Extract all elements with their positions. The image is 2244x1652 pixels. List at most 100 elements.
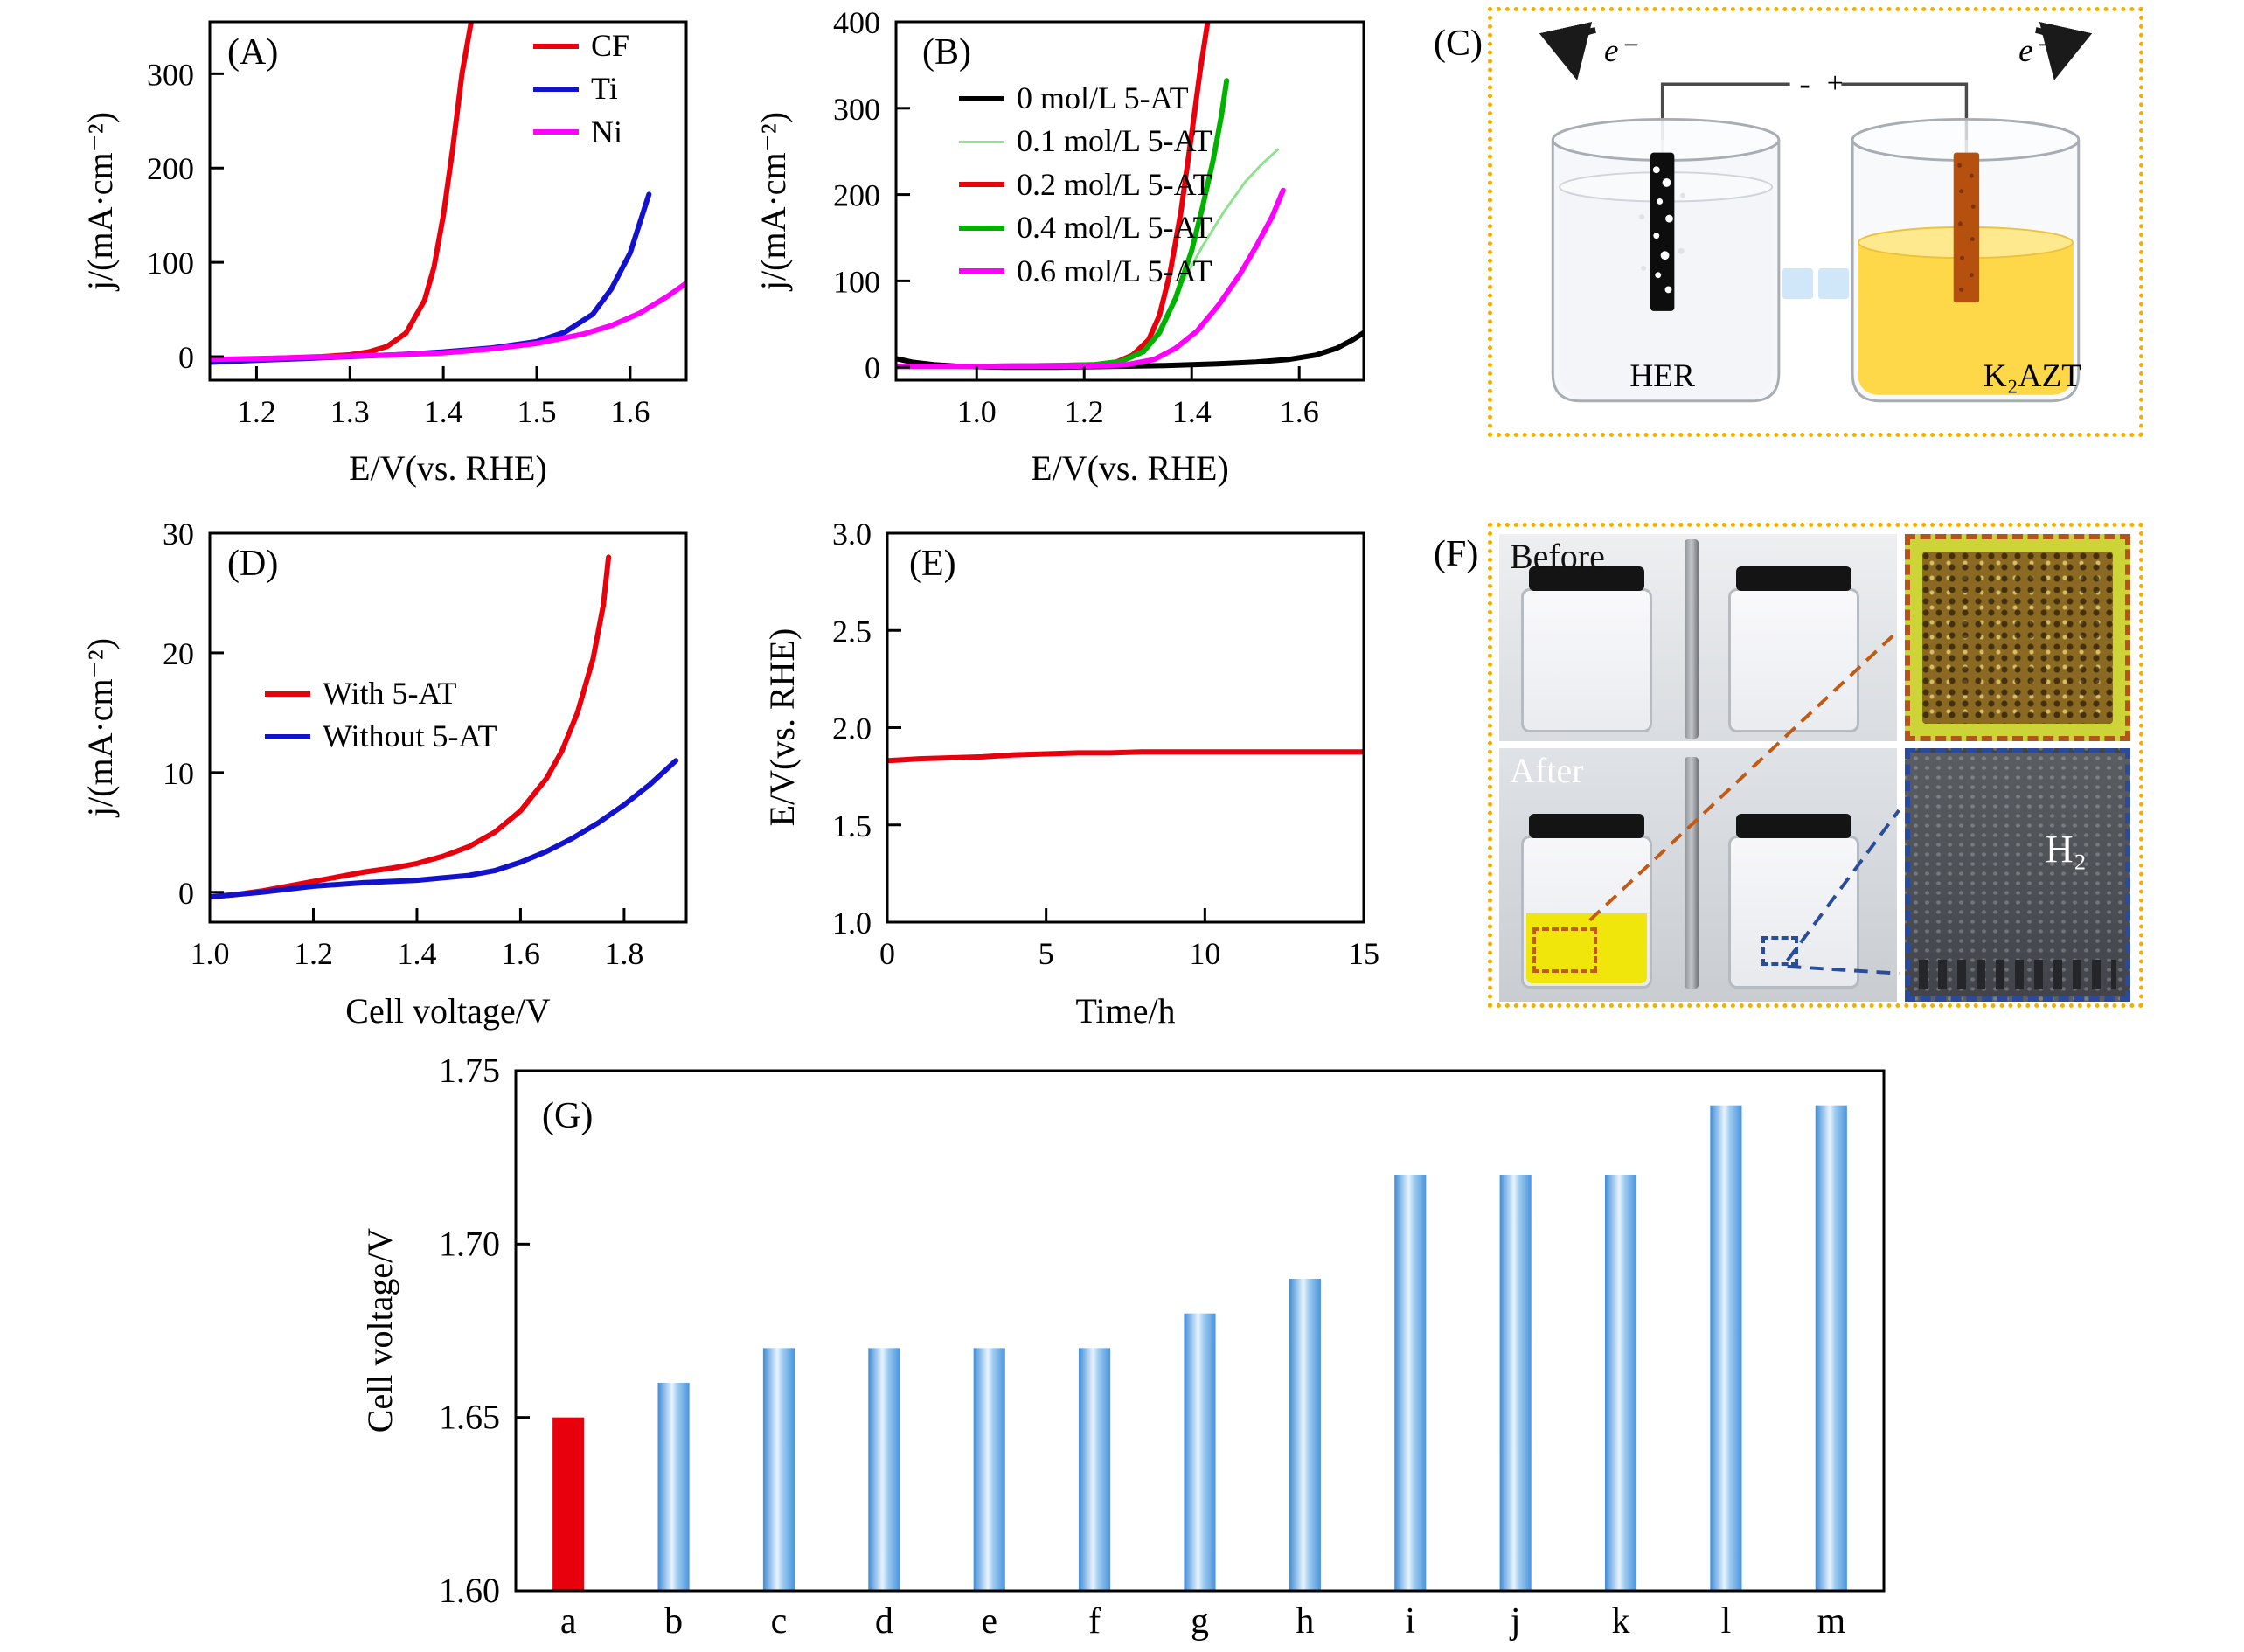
legend-item: 0.4 mol/L 5-AT: [959, 210, 1212, 246]
panel-e-ylabel: E/V(vs. RHE): [762, 628, 802, 827]
foam-texture: [1922, 552, 2113, 724]
battery-minus: -: [1799, 66, 1810, 102]
panel-c-box: - + e⁻ e⁻: [1488, 7, 2143, 437]
panel-d-xlabel: Cell voltage/V: [345, 991, 551, 1031]
y-tick-label: 300: [147, 57, 194, 92]
h2-label: H₂: [2045, 828, 2087, 871]
bar-f: [1079, 1348, 1111, 1591]
legend-label: Ti: [591, 71, 618, 107]
panel-b-xlabel: E/V(vs. RHE): [1031, 448, 1229, 488]
foam-inset: [1905, 534, 2130, 741]
clamp-stand: [1685, 539, 1699, 739]
k2azt-electrode: [1953, 152, 1980, 303]
bar-b: [657, 1383, 690, 1591]
panel-a: 1.2 1.3 1.4 1.5 1.6 0 100 200 300 (A) j/(mA·cm⁻²…: [48, 0, 721, 507]
before-label: Before: [1510, 537, 1605, 576]
x-tick-label: 1.0: [957, 394, 997, 429]
x-tick-label: 1.6: [1280, 394, 1319, 429]
legend-item: With 5-AT: [265, 676, 497, 711]
panel-e-chart: 0 5 10 15 1.0 1.5 2.0 2.5 3.0: [832, 517, 1379, 971]
bridge-segment: [1817, 267, 1850, 300]
legend-label: 0 mol/L 5-AT: [1017, 80, 1189, 115]
jar-cap: [1736, 566, 1851, 591]
legend-swatch: [265, 691, 310, 697]
y-tick-label: 20: [163, 636, 194, 671]
her-cell: HER: [1551, 117, 1781, 403]
panel-g-label: (G): [542, 1096, 594, 1136]
legend-label: CF: [591, 28, 630, 63]
legend-swatch: [959, 182, 1004, 188]
category-label: i: [1405, 1601, 1415, 1642]
x-tick-label: 1.6: [610, 394, 650, 429]
electron-label-left: e⁻: [1604, 33, 1639, 69]
series-line-4: [896, 187, 1286, 370]
panel-b-chart: 1.0 1.2 1.4 1.6 0 100 200 300 400: [833, 5, 1365, 429]
legend-swatch: [959, 140, 1004, 143]
x-tick-label: 0: [879, 936, 895, 971]
electron-arrow-left-icon: [1539, 22, 1596, 80]
jar: [1728, 566, 1859, 732]
category-label: k: [1612, 1601, 1630, 1642]
category-label: m: [1817, 1601, 1845, 1642]
battery-plus: +: [1827, 67, 1844, 100]
panel-f: (F) Before After: [1434, 523, 2146, 1012]
legend-swatch: [533, 87, 579, 93]
axes-frame: [208, 20, 688, 382]
category-label: f: [1088, 1601, 1101, 1642]
series-line-2: [210, 280, 686, 363]
y-tick-label: 2.0: [832, 711, 872, 746]
bar-e: [973, 1348, 1005, 1591]
panel-d-chart: 1.0 1.2 1.4 1.6 1.8 0 10 20 30: [163, 517, 688, 971]
panel-g: a b c d e f g h i j k l m 1.60 1.65 1.70 1.75 (G) Cell v…: [323, 1045, 1984, 1652]
y-tick-label: 200: [833, 178, 880, 213]
x-tick-label: 1.2: [1065, 394, 1104, 429]
legend-label: 0.4 mol/L 5-AT: [1017, 210, 1212, 246]
electron-arrow-right-icon: [2035, 22, 2093, 80]
electrode-teeth: [1919, 960, 2116, 989]
jar-cap: [1529, 566, 1644, 591]
legend-item: 0.6 mol/L 5-AT: [959, 253, 1212, 289]
panel-c-label: (C): [1434, 24, 1483, 64]
jar-cap: [1736, 814, 1851, 838]
y-tick-label: 3.0: [832, 517, 872, 552]
bar-i: [1394, 1175, 1427, 1591]
panel-d-ylabel: j/(mA·cm⁻²): [80, 637, 120, 817]
panel-b-ylabel: j/(mA·cm⁻²): [754, 111, 793, 291]
legend-label: 0.2 mol/L 5-AT: [1017, 166, 1212, 202]
y-tick-label: 1.65: [439, 1398, 500, 1437]
legend-item: Without 5-AT: [265, 718, 497, 754]
oxidation-cell: K₂AZT: [1851, 117, 2081, 403]
x-tick-label: 1.5: [518, 394, 557, 429]
panel-a-xlabel: E/V(vs. RHE): [349, 448, 547, 488]
her-label: HER: [1629, 358, 1695, 394]
clamp-stand: [1685, 757, 1699, 989]
foam-highlight: [1532, 927, 1597, 973]
electrode-texture: [1957, 163, 1976, 292]
y-tick-label: 100: [833, 264, 880, 299]
legend-swatch: [959, 268, 1004, 274]
panel-d: 1.0 1.2 1.4 1.6 1.8 0 10 20 30 (D) j/(mA·cm⁻²) C…: [48, 511, 721, 1031]
panel-e: 0 5 10 15 1.0 1.5 2.0 2.5 3.0 (E) E/V(vs. RHE) T…: [739, 511, 1429, 1031]
axes-frame: [886, 531, 1365, 924]
axes-frame: [208, 531, 688, 924]
jar: [1521, 566, 1652, 732]
y-tick-label: 1.0: [832, 906, 872, 941]
panel-a-chart: 1.2 1.3 1.4 1.5 1.6 0 100 200 300: [147, 20, 688, 429]
x-tick-label: 15: [1348, 936, 1379, 971]
legend-item: Ni: [533, 115, 629, 150]
y-tick-label: 30: [163, 517, 194, 552]
y-tick-label: 2.5: [832, 614, 872, 649]
panel-e-label: (E): [909, 544, 956, 584]
x-tick-label: 1.4: [1172, 394, 1212, 429]
y-tick-label: 400: [833, 5, 880, 40]
legend-swatch: [265, 734, 310, 740]
bar-l: [1710, 1105, 1742, 1591]
bar-g: [1184, 1313, 1216, 1591]
bar-a: [552, 1417, 585, 1591]
legend-label: With 5-AT: [323, 676, 457, 711]
bubbles: [1652, 166, 1673, 294]
her-electrode: [1650, 152, 1675, 311]
legend-label: 0.6 mol/L 5-AT: [1017, 253, 1212, 288]
y-tick-label: 1.60: [439, 1571, 500, 1610]
